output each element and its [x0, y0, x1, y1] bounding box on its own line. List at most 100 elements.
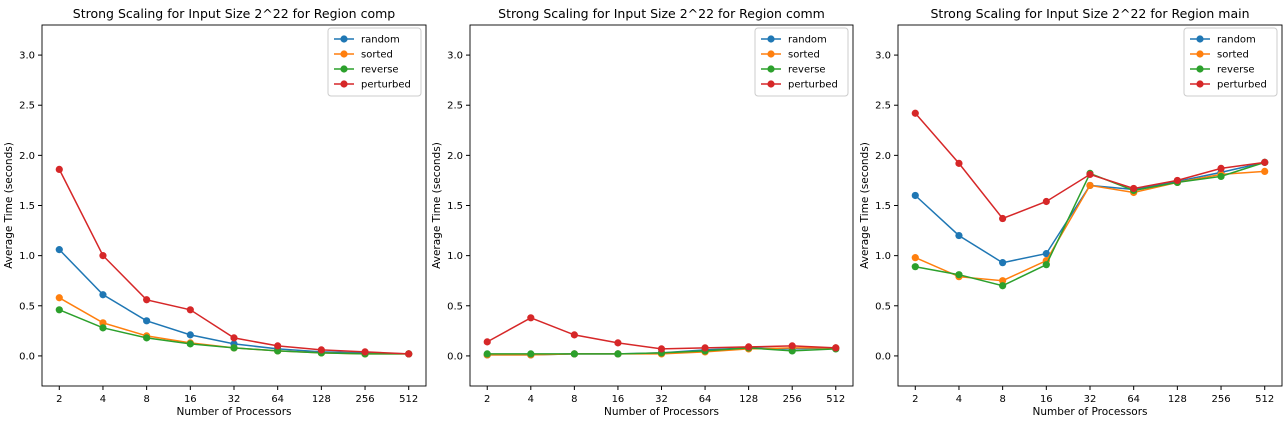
y-tick-label: 2.5	[447, 101, 463, 112]
legend-marker	[767, 35, 775, 43]
data-point-reverse	[55, 306, 63, 314]
x-tick-label: 32	[1084, 394, 1097, 405]
data-point-perturbed	[999, 214, 1007, 223]
x-tick-label: 4	[528, 394, 534, 405]
legend-box	[327, 27, 422, 97]
series-line-perturbed	[914, 112, 1265, 220]
data-point-reverse	[788, 347, 796, 355]
legend-label: reverse	[361, 65, 399, 76]
data-point-perturbed	[143, 296, 151, 304]
y-tick-label: 1.5	[19, 201, 35, 212]
legend-label: random	[361, 35, 400, 46]
data-point-perturbed	[99, 252, 107, 260]
data-point-reverse	[955, 271, 963, 279]
x-axis-label: Number of Processors	[604, 406, 719, 418]
series-line-reverse	[915, 161, 1265, 287]
data-point-random	[55, 246, 63, 254]
data-point-sorted	[1086, 181, 1094, 190]
y-tick-label: 0.0	[19, 351, 35, 362]
legend-label: sorted	[788, 50, 820, 61]
x-tick-label: 128	[1168, 394, 1187, 405]
legend-label: sorted	[1217, 50, 1249, 61]
x-tick-label: 512	[826, 394, 845, 405]
data-point-sorted	[1261, 167, 1269, 176]
data-point-perturbed	[832, 344, 840, 352]
y-tick-label: 0.5	[447, 301, 463, 312]
data-point-reverse	[186, 340, 194, 348]
data-point-perturbed	[911, 109, 919, 117]
y-tick-label: 2.0	[875, 151, 891, 162]
x-tick-label: 256	[783, 394, 802, 405]
x-tick-label: 256	[355, 394, 374, 405]
data-point-perturbed	[955, 159, 963, 167]
data-point-reverse	[99, 324, 107, 332]
data-point-reverse	[230, 344, 238, 352]
data-point-perturbed	[614, 339, 622, 347]
y-tick-label: 0.0	[875, 351, 891, 362]
data-point-reverse	[527, 350, 535, 358]
data-point-perturbed	[570, 331, 578, 339]
data-point-sorted	[999, 277, 1007, 285]
data-point-random	[143, 317, 151, 325]
legend-marker	[767, 65, 775, 73]
series-line-perturbed	[58, 169, 409, 355]
x-axis-label: Number of Processors	[176, 406, 291, 418]
chart-panel-1: Strong Scaling for Input Size 2^22 for R…	[3, 6, 427, 418]
y-axis-label: Average Time (seconds)	[859, 142, 871, 269]
legend-label: reverse	[1217, 65, 1255, 76]
y-axis-label: Average Time (seconds)	[3, 142, 15, 269]
x-tick-label: 256	[1211, 394, 1230, 405]
y-tick-label: 1.0	[19, 251, 35, 262]
data-point-random	[955, 231, 963, 240]
data-point-perturbed	[405, 350, 413, 358]
legend-marker	[1196, 50, 1204, 58]
chart-title: Strong Scaling for Input Size 2^22 for R…	[498, 6, 825, 21]
x-tick-label: 32	[228, 394, 241, 405]
data-point-random	[999, 259, 1007, 267]
legend-marker	[767, 50, 775, 58]
legend-marker	[767, 80, 775, 88]
x-tick-label: 4	[956, 394, 962, 405]
plot-frame	[469, 24, 854, 387]
data-point-reverse	[1217, 172, 1225, 181]
data-point-perturbed	[361, 348, 369, 356]
data-point-sorted	[55, 294, 63, 302]
legend-label: reverse	[788, 65, 826, 76]
chart-title: Strong Scaling for Input Size 2^22 for R…	[73, 6, 395, 21]
data-point-perturbed	[1130, 184, 1138, 193]
data-point-reverse	[1042, 261, 1050, 269]
x-tick-label: 2	[56, 394, 62, 405]
y-tick-label: 2.0	[447, 151, 463, 162]
data-point-perturbed	[1086, 170, 1094, 179]
legend-marker	[340, 80, 348, 88]
data-point-perturbed	[657, 345, 666, 353]
data-point-perturbed	[230, 334, 238, 342]
data-point-reverse	[143, 334, 151, 342]
x-tick-label: 8	[143, 394, 149, 405]
x-tick-label: 64	[1127, 394, 1140, 405]
plot-frame	[897, 24, 1283, 387]
series-line-perturbed	[486, 316, 836, 350]
legend-box	[754, 27, 849, 97]
y-tick-label: 0.0	[447, 351, 463, 362]
data-point-random	[186, 331, 194, 339]
x-tick-label: 8	[571, 394, 577, 405]
data-point-reverse	[570, 350, 578, 358]
y-tick-label: 3.0	[875, 51, 891, 62]
data-point-reverse	[911, 263, 919, 271]
y-tick-label: 3.0	[19, 51, 35, 62]
data-point-perturbed	[55, 165, 63, 173]
legend-marker	[1196, 35, 1204, 43]
legend-label: random	[788, 35, 827, 46]
data-point-perturbed	[1217, 164, 1225, 172]
data-point-sorted	[99, 319, 107, 327]
chart-panel-2: Strong Scaling for Input Size 2^22 for R…	[431, 6, 854, 418]
data-point-perturbed	[1261, 158, 1269, 166]
legend-marker	[340, 65, 348, 73]
data-point-random	[1042, 250, 1050, 258]
legend: random sorted reverse perturbed	[1183, 27, 1278, 97]
x-tick-label: 4	[100, 394, 106, 405]
data-point-perturbed	[186, 306, 194, 314]
data-point-perturbed	[1173, 176, 1181, 185]
